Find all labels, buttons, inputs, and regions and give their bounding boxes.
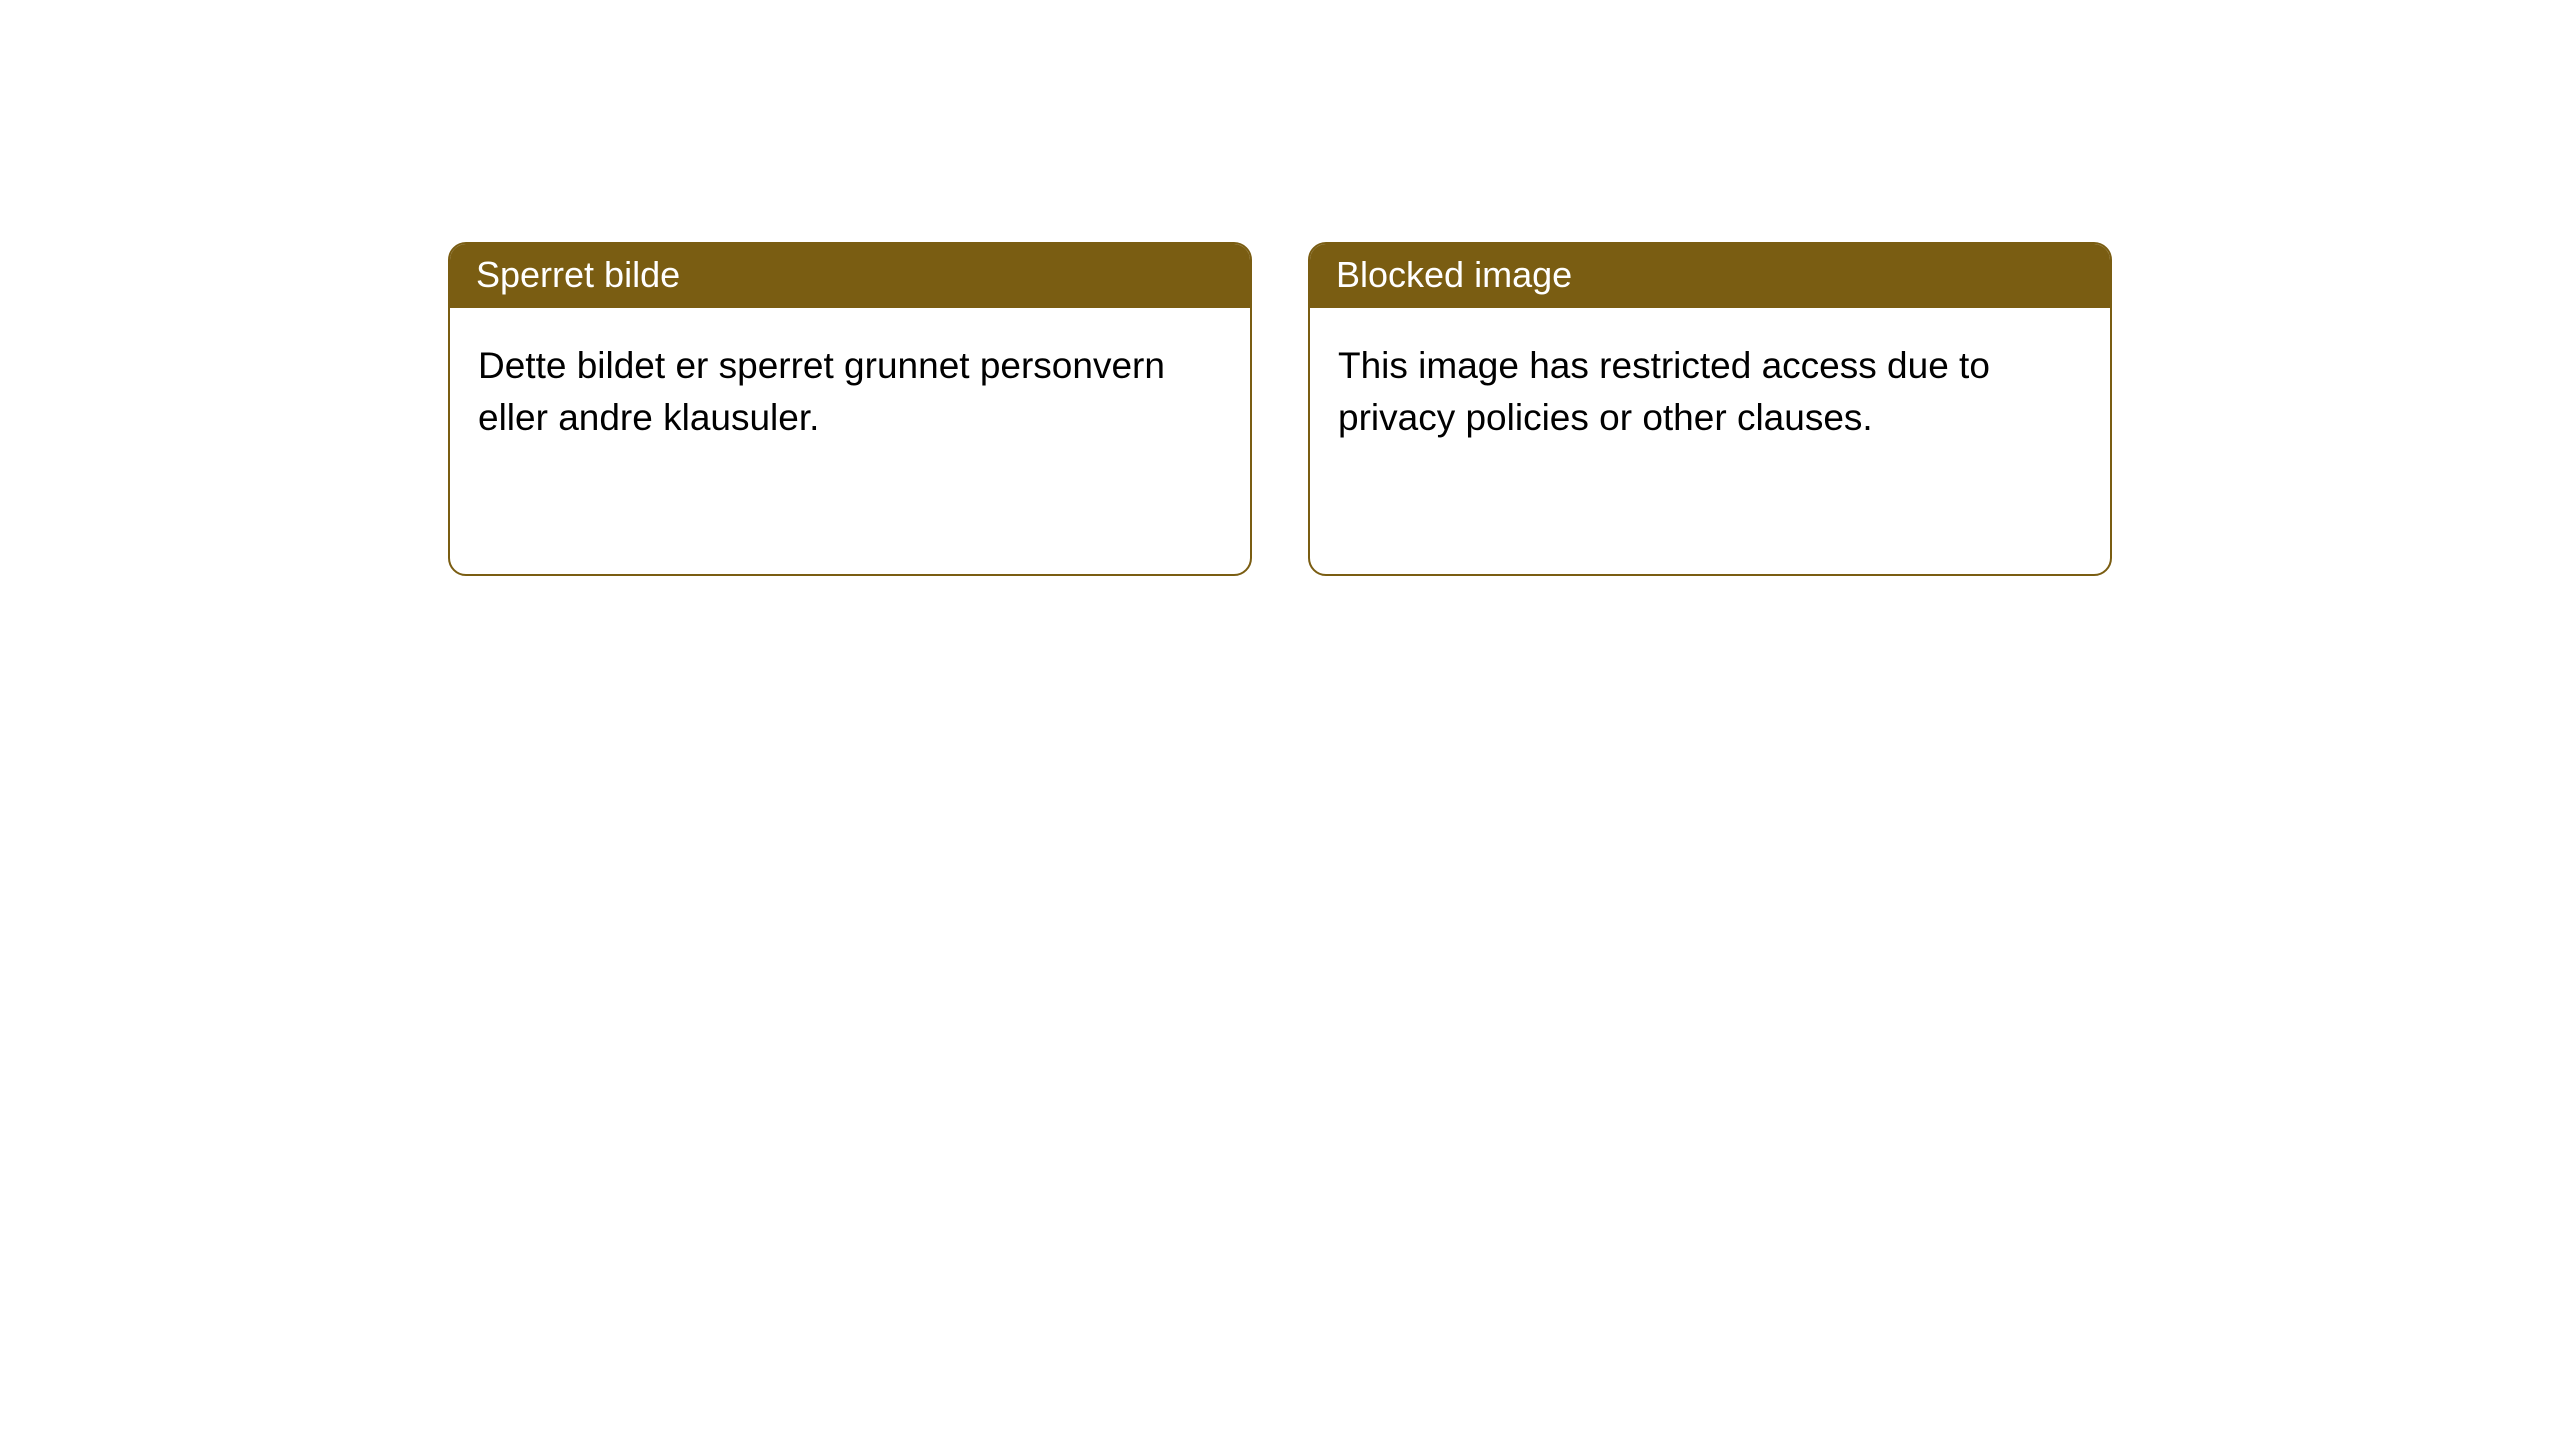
blocked-image-card-no: Sperret bilde Dette bildet er sperret gr… (448, 242, 1252, 576)
blocked-image-card-en: Blocked image This image has restricted … (1308, 242, 2112, 576)
cards-container: Sperret bilde Dette bildet er sperret gr… (0, 0, 2560, 576)
card-header: Sperret bilde (450, 244, 1250, 308)
card-body: Dette bildet er sperret grunnet personve… (450, 308, 1250, 472)
card-title: Sperret bilde (476, 254, 680, 295)
card-body: This image has restricted access due to … (1310, 308, 2110, 472)
card-header: Blocked image (1310, 244, 2110, 308)
card-title: Blocked image (1336, 254, 1572, 295)
card-body-text: This image has restricted access due to … (1338, 345, 1990, 438)
card-body-text: Dette bildet er sperret grunnet personve… (478, 345, 1165, 438)
